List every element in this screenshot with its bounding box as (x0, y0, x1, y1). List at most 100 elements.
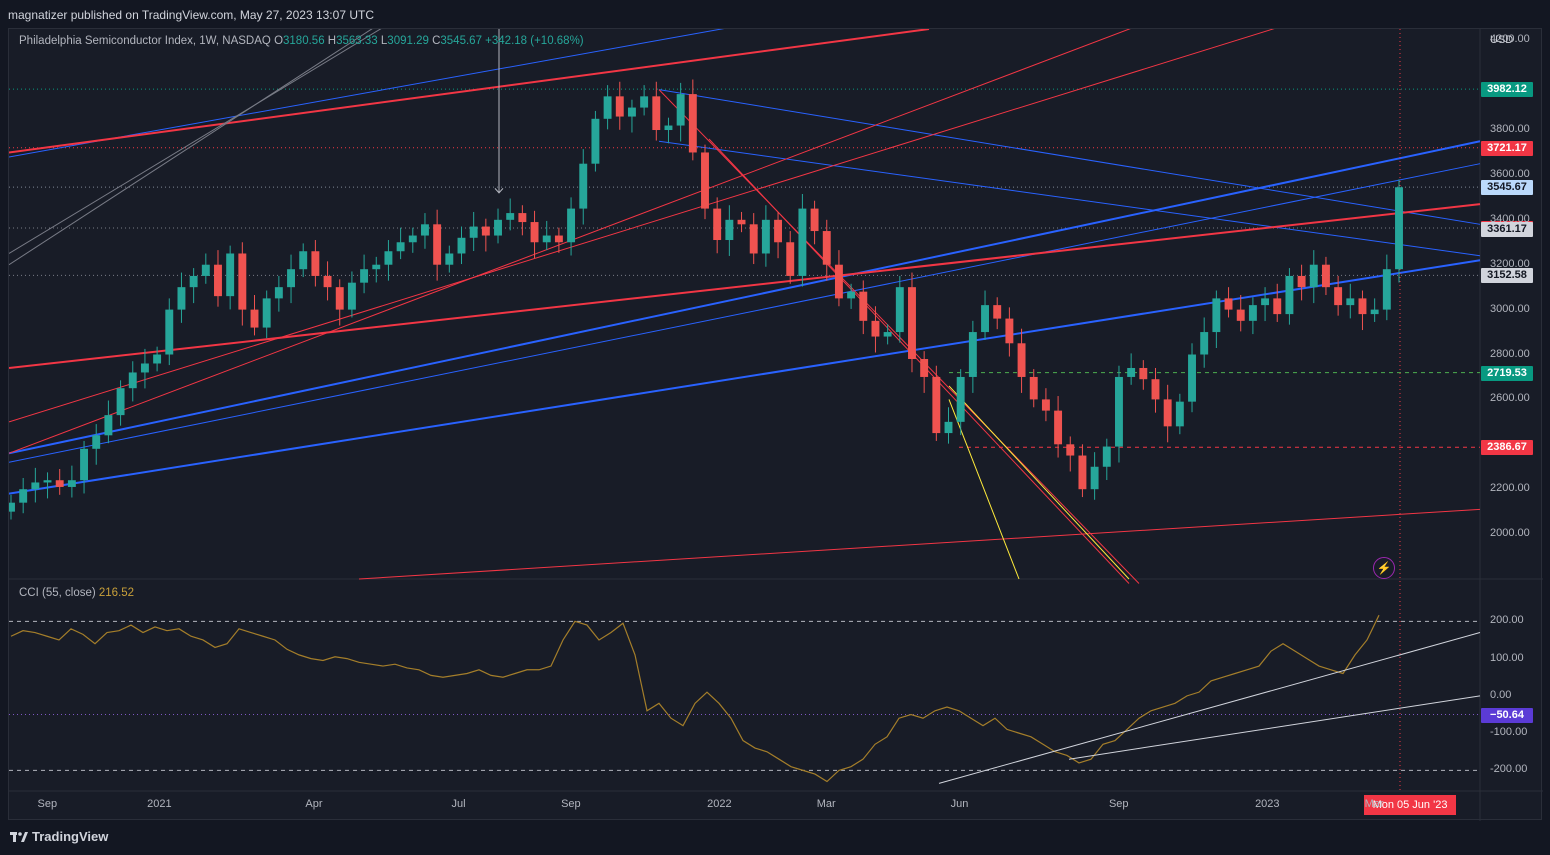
price-tick-label: 3000.00 (1490, 302, 1530, 315)
candle-body (676, 94, 685, 126)
open-label: O (274, 35, 284, 47)
candle-body (226, 253, 235, 297)
price-tick-label: 3200.00 (1490, 257, 1530, 270)
trend-line (948, 399, 1020, 580)
candle-body (250, 309, 259, 328)
price-tag: 3545.67 (1481, 180, 1533, 196)
arrow-annotation-head (494, 188, 504, 194)
candle-body (1224, 298, 1233, 310)
time-tick-label: Jul (451, 798, 466, 810)
candle-body (494, 219, 502, 236)
candle-body (1212, 298, 1221, 333)
price-tag: 3152.58 (1481, 268, 1533, 284)
candle-body (262, 298, 271, 328)
currency-label: USD (1490, 34, 1514, 46)
candle-body (810, 208, 819, 232)
candle-body (615, 96, 624, 117)
candle-body (335, 287, 344, 310)
candle-body (201, 264, 210, 276)
candle-body (968, 332, 977, 377)
symbol-legend: Philadelphia Semiconductor Index, 1W, NA… (19, 35, 584, 47)
candle-body (1175, 401, 1184, 427)
cci-tick-label: 100.00 (1490, 651, 1524, 664)
candle-body (579, 163, 588, 209)
candle-body (116, 388, 125, 416)
candle-body (554, 235, 563, 243)
candle-body (43, 480, 52, 483)
candle-body (408, 235, 417, 243)
candle-body (652, 96, 661, 131)
time-tick-label: 2021 (147, 798, 172, 810)
trend-line (9, 140, 1481, 455)
open-value: 3180.56 (283, 35, 325, 47)
candle-body (323, 275, 332, 288)
time-tick-label: Mar (1364, 798, 1384, 810)
candle-body (238, 253, 247, 310)
trend-line (9, 29, 1131, 454)
candle-body (1041, 399, 1050, 411)
cci-value-tag: −50.64 (1481, 707, 1533, 723)
trend-line (658, 89, 1140, 584)
candle-body (153, 354, 162, 364)
candle-body (1139, 367, 1148, 380)
candle-body (506, 213, 515, 220)
candle-body (372, 264, 381, 270)
candle-body (421, 224, 429, 236)
candle-body (1358, 298, 1367, 315)
price-tag: 3721.17 (1481, 140, 1533, 156)
candle-body (688, 94, 697, 153)
candle-body (1346, 298, 1355, 306)
chart-canvas[interactable] (9, 29, 1543, 821)
trend-line (658, 140, 1481, 257)
trend-line (358, 508, 1481, 580)
candle-body (920, 359, 929, 377)
candle-body (737, 219, 746, 225)
candle-body (774, 219, 783, 243)
candle-body (311, 251, 320, 276)
candle-body (347, 282, 356, 310)
trend-line (9, 29, 930, 154)
trend-line (658, 89, 1481, 225)
trend-line (948, 385, 1130, 580)
candle-body (1395, 187, 1403, 270)
bolt-icon[interactable]: ⚡ (1373, 557, 1395, 579)
candle-body (1102, 446, 1111, 467)
time-tick-label: Sep (37, 798, 58, 810)
candle-body (189, 275, 198, 288)
chart-pane[interactable]: Philadelphia Semiconductor Index, 1W, NA… (8, 28, 1543, 821)
cci-trend-line (1068, 695, 1481, 760)
trend-line (708, 138, 1130, 584)
candle-body (1334, 287, 1343, 306)
price-tag: 2386.67 (1481, 440, 1533, 456)
candle-body (883, 332, 892, 337)
cci-tick-label: -100.00 (1490, 726, 1528, 739)
candle-body (542, 235, 551, 243)
candle-body (591, 118, 600, 164)
candle-body (1248, 305, 1257, 321)
symbol-name: Philadelphia Semiconductor Index, 1W, NA… (19, 35, 271, 47)
candle-body (1261, 298, 1270, 306)
candle-body (80, 448, 89, 481)
candle-body (567, 208, 576, 243)
publish-info: magnatizer published on TradingView.com,… (8, 8, 374, 22)
time-tick-label: Mar (816, 798, 836, 810)
candle-body (981, 305, 989, 333)
time-tick-label: Apr (305, 798, 323, 810)
time-tick-label: 2023 (1255, 798, 1280, 810)
crosshair-date-label: Mon 05 Jun '23 (1364, 795, 1456, 815)
price-tick-label: 3600.00 (1490, 167, 1530, 180)
candle-body (214, 264, 222, 297)
tradingview-logo[interactable]: TradingView (10, 829, 108, 844)
candle-body (67, 480, 76, 487)
high-label: H (327, 35, 337, 47)
price-tag: 3982.12 (1481, 82, 1533, 98)
time-tick-label: Jun (950, 798, 969, 810)
candle-body (1321, 264, 1330, 288)
candle-body (31, 482, 40, 490)
trend-line (9, 29, 725, 158)
cci-tick-label: 200.00 (1490, 614, 1524, 627)
trend-line (9, 29, 382, 254)
candle-body (481, 226, 490, 236)
trend-line (9, 259, 1481, 495)
candle-body (469, 226, 478, 238)
